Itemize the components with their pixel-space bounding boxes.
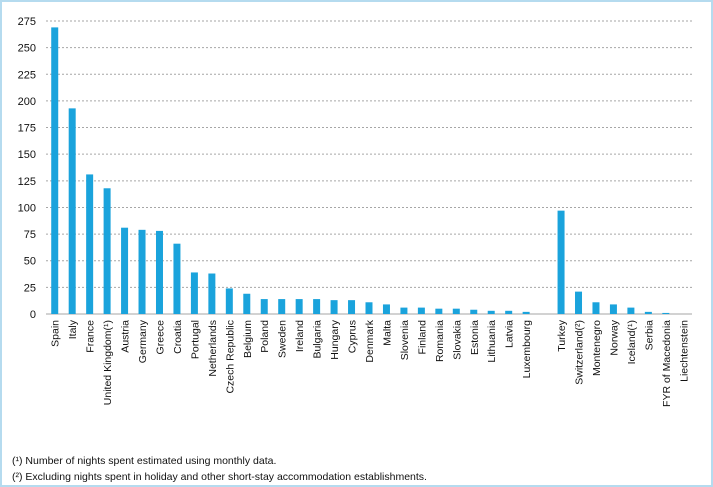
bar — [435, 308, 443, 314]
bar — [452, 308, 460, 314]
bar — [173, 243, 181, 314]
bar — [627, 307, 635, 314]
footnote-1: (¹) Number of nights spent estimated usi… — [12, 455, 277, 467]
x-tick-label: Portugal — [189, 320, 201, 359]
bar-chart: 0 25 50 75 100 125 150 175 200 225 250 275 Spain Ita… — [18, 16, 692, 407]
x-tick-label: Norway — [608, 319, 620, 355]
y-tick-label: 75 — [24, 229, 36, 241]
bar — [662, 312, 670, 314]
bar — [487, 310, 495, 314]
x-tick-label: Liechtenstein — [678, 320, 690, 382]
bar — [330, 300, 338, 314]
bar — [505, 310, 513, 314]
y-tick-label: 100 — [18, 202, 36, 214]
x-tick-label: Malta — [381, 320, 393, 346]
y-tick-label: 175 — [18, 123, 36, 135]
x-tick-label: Estonia — [469, 320, 481, 355]
x-tick-label: Italy — [67, 319, 79, 339]
bar — [382, 304, 390, 314]
x-tick-label: Slovenia — [399, 320, 411, 360]
bar — [243, 293, 251, 314]
x-tick-label: Switzerland(²) — [574, 320, 586, 385]
bar — [208, 273, 216, 314]
x-tick-label: Denmark — [364, 319, 376, 362]
bar — [644, 311, 652, 314]
bar — [68, 108, 76, 314]
x-tick-label: Belgium — [242, 320, 254, 358]
x-tick-label: United Kingdom(¹) — [102, 320, 114, 405]
bars — [51, 27, 670, 314]
bar — [278, 299, 286, 314]
x-tick-label: France — [85, 320, 97, 353]
x-tick-label: Iceland(¹) — [626, 320, 638, 364]
bar — [400, 307, 408, 314]
y-tick-label: 225 — [18, 69, 36, 81]
x-tick-label: Serbia — [643, 320, 655, 351]
y-tick-label: 250 — [18, 43, 36, 55]
bar — [260, 299, 268, 314]
x-tick-label: Netherlands — [207, 320, 219, 377]
bar — [86, 174, 94, 314]
x-tick-label: Germany — [137, 319, 149, 363]
x-tick-label: Slovakia — [451, 320, 463, 360]
bar — [225, 288, 233, 314]
x-tick-label: Bulgaria — [312, 320, 324, 359]
x-tick-label: Hungary — [329, 319, 341, 359]
x-tick-label: Czech Republic — [224, 320, 236, 394]
bar — [348, 300, 356, 314]
bar — [575, 291, 583, 314]
y-tick-label: 0 — [30, 309, 36, 321]
bar — [155, 230, 163, 314]
x-tick-label: Luxembourg — [521, 320, 533, 379]
bar — [138, 229, 146, 314]
footnotes: (¹) Number of nights spent estimated usi… — [12, 453, 427, 485]
y-axis-ticks: 0 25 50 75 100 125 150 175 200 225 250 275 — [18, 16, 36, 321]
x-tick-label: Cyprus — [347, 320, 359, 353]
x-tick-label: Poland — [259, 320, 271, 353]
bar — [103, 188, 111, 314]
x-tick-label: Latvia — [504, 320, 516, 348]
y-tick-label: 150 — [18, 149, 36, 161]
x-tick-label: Lithuania — [486, 320, 498, 363]
footnote-2: (²) Excluding nights spent in holiday an… — [12, 471, 427, 483]
bar — [609, 304, 617, 314]
x-tick-label: Romania — [434, 320, 446, 362]
y-tick-label: 50 — [24, 256, 36, 268]
x-tick-label: Spain — [50, 320, 62, 347]
bar — [592, 302, 600, 314]
bar — [51, 27, 59, 314]
x-tick-label: Greece — [154, 320, 166, 355]
x-tick-label: Finland — [416, 320, 428, 355]
x-tick-label: Turkey — [556, 319, 568, 351]
y-tick-label: 125 — [18, 176, 36, 188]
bar — [417, 307, 425, 314]
x-tick-label: Austria — [120, 320, 132, 353]
x-tick-label: Croatia — [172, 320, 184, 354]
bar — [190, 272, 198, 314]
y-tick-label: 200 — [18, 96, 36, 108]
x-tick-label: Ireland — [294, 320, 306, 352]
x-tick-label: FYR of Macedonia — [661, 320, 673, 407]
bar — [522, 311, 530, 314]
bar — [313, 299, 321, 314]
x-tick-label: Sweden — [277, 320, 289, 358]
bar — [295, 299, 303, 314]
bar — [365, 302, 373, 314]
bar — [470, 309, 478, 314]
y-tick-label: 275 — [18, 16, 36, 28]
x-tick-label: Montenegro — [591, 320, 603, 376]
bar — [557, 210, 565, 314]
x-axis-labels: Spain Italy France United Kingdom(¹) Austria… — [50, 319, 691, 407]
bar — [121, 227, 129, 314]
y-tick-label: 25 — [24, 282, 36, 294]
